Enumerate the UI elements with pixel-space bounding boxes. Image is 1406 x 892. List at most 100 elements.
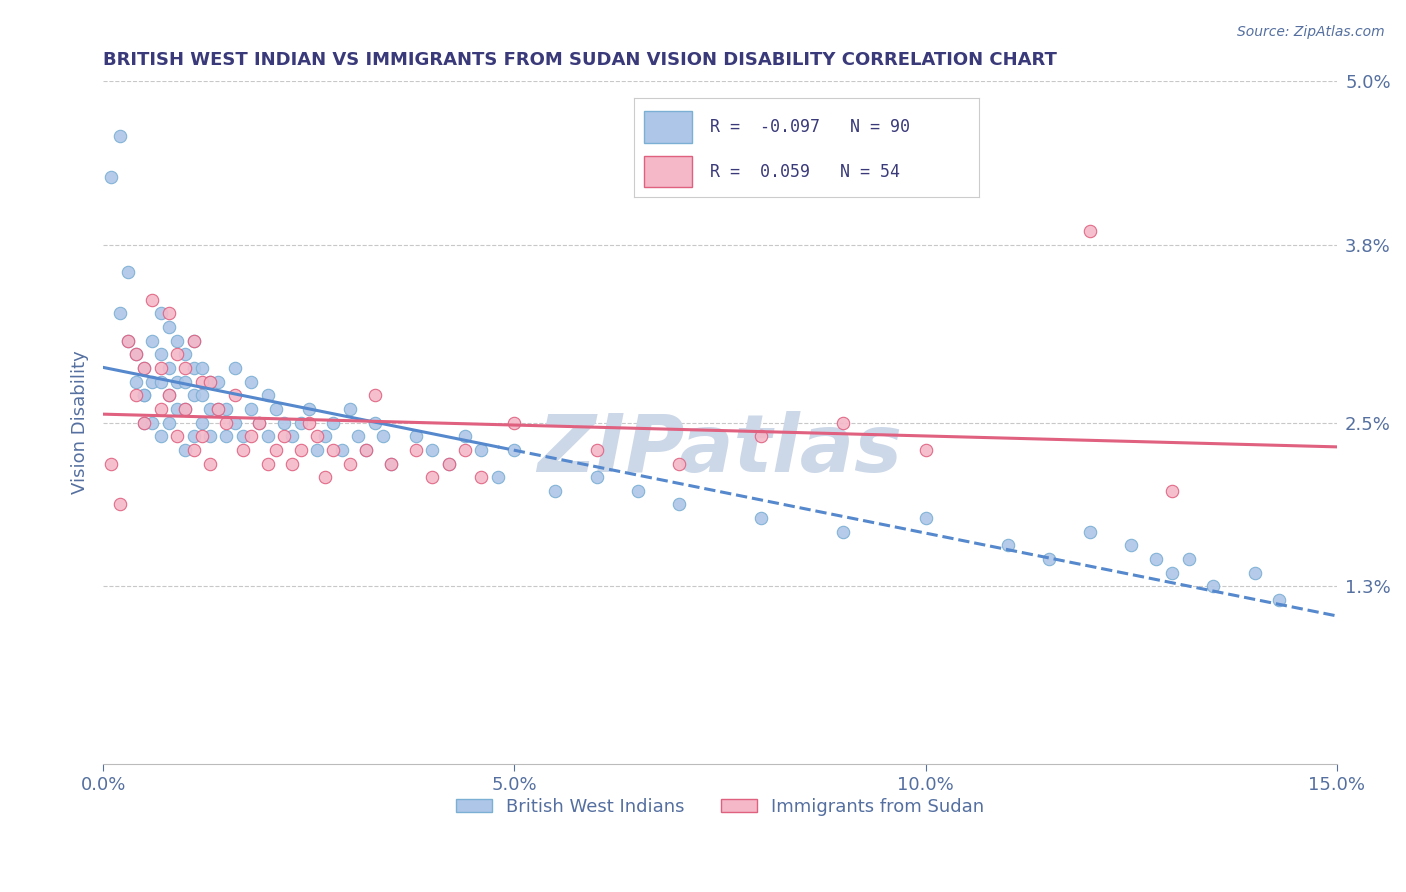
Point <box>125 347 148 361</box>
Point <box>134 361 156 376</box>
Point <box>149 401 172 416</box>
Point <box>405 429 427 443</box>
Point <box>232 442 254 457</box>
Point <box>1144 552 1167 566</box>
Point <box>298 416 321 430</box>
Point <box>134 416 156 430</box>
Point <box>215 416 238 430</box>
Point <box>470 470 492 484</box>
Point <box>125 388 148 402</box>
Point <box>1243 566 1265 580</box>
Point <box>240 401 263 416</box>
Point <box>832 416 855 430</box>
Point <box>157 320 180 334</box>
Point <box>256 388 278 402</box>
Point <box>339 457 361 471</box>
Point <box>125 375 148 389</box>
Point <box>437 457 460 471</box>
Point <box>149 375 172 389</box>
Point <box>420 442 443 457</box>
Point <box>503 416 526 430</box>
Point <box>454 429 477 443</box>
Point <box>1202 579 1225 593</box>
Point <box>363 416 385 430</box>
Point <box>363 388 385 402</box>
Point <box>183 334 205 348</box>
Point <box>627 483 650 498</box>
Point <box>290 442 312 457</box>
Point <box>141 293 163 307</box>
Point <box>914 511 936 525</box>
Point <box>298 401 321 416</box>
Point <box>1078 524 1101 539</box>
Point <box>149 306 172 320</box>
Point <box>356 442 378 457</box>
Point <box>149 361 172 376</box>
Point <box>174 401 197 416</box>
Point <box>832 524 855 539</box>
Point <box>174 401 197 416</box>
Point <box>1161 566 1184 580</box>
Point <box>191 416 214 430</box>
Point <box>232 429 254 443</box>
Point <box>191 361 214 376</box>
Point <box>1161 483 1184 498</box>
Point <box>322 416 344 430</box>
Text: Source: ZipAtlas.com: Source: ZipAtlas.com <box>1237 25 1385 39</box>
Point <box>224 361 246 376</box>
Point <box>174 347 197 361</box>
Point <box>198 401 221 416</box>
Point <box>141 416 163 430</box>
Point <box>1121 538 1143 552</box>
Point <box>247 416 270 430</box>
Point <box>198 375 221 389</box>
Point <box>668 498 690 512</box>
Point <box>668 457 690 471</box>
Point <box>240 429 263 443</box>
Point <box>166 375 188 389</box>
Point <box>117 334 139 348</box>
Point <box>1268 593 1291 607</box>
Text: BRITISH WEST INDIAN VS IMMIGRANTS FROM SUDAN VISION DISABILITY CORRELATION CHART: BRITISH WEST INDIAN VS IMMIGRANTS FROM S… <box>103 51 1057 69</box>
Point <box>256 457 278 471</box>
Point <box>157 361 180 376</box>
Point <box>207 375 229 389</box>
Point <box>183 442 205 457</box>
Point <box>264 401 287 416</box>
Point <box>183 334 205 348</box>
Point <box>322 442 344 457</box>
Point <box>117 334 139 348</box>
Point <box>174 442 197 457</box>
Point <box>183 429 205 443</box>
Point <box>585 470 607 484</box>
Point <box>191 375 214 389</box>
Point <box>149 347 172 361</box>
Point <box>174 375 197 389</box>
Point <box>454 442 477 457</box>
Point <box>347 429 370 443</box>
Point <box>247 416 270 430</box>
Point <box>198 429 221 443</box>
Point <box>281 457 304 471</box>
Point <box>339 401 361 416</box>
Point <box>157 388 180 402</box>
Point <box>191 429 214 443</box>
Point <box>134 388 156 402</box>
Point <box>100 169 122 184</box>
Point <box>198 457 221 471</box>
Point <box>149 429 172 443</box>
Point <box>749 429 772 443</box>
Point <box>405 442 427 457</box>
Text: ZIPatlas: ZIPatlas <box>537 411 903 489</box>
Point <box>157 416 180 430</box>
Point <box>224 388 246 402</box>
Point <box>215 429 238 443</box>
Point <box>191 388 214 402</box>
Point <box>224 416 246 430</box>
Point <box>108 128 131 143</box>
Point <box>330 442 353 457</box>
Point <box>914 442 936 457</box>
Point <box>198 375 221 389</box>
Point <box>240 375 263 389</box>
Point <box>470 442 492 457</box>
